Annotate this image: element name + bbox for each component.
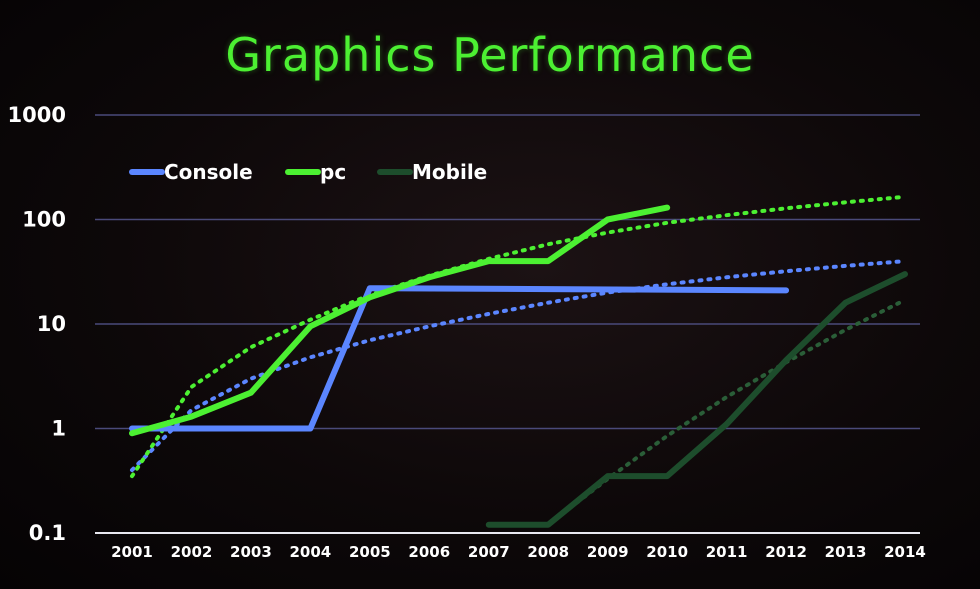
- y-tick-label: 10: [37, 312, 66, 336]
- x-tick-label: 2003: [230, 543, 272, 561]
- x-tick-label: 2002: [171, 543, 213, 561]
- y-tick-label: 1000: [8, 103, 66, 127]
- trendline: [130, 259, 907, 473]
- trendline: [130, 194, 907, 479]
- series-line-mobile: [485, 271, 908, 528]
- x-tick-labels: 2001 2002 2003 2004 2005 2006 2007 2008 2009 2010…: [111, 543, 926, 561]
- x-tick-label: 2014: [884, 543, 926, 561]
- x-tick-label: 2010: [646, 543, 688, 561]
- x-tick-label: 2012: [765, 543, 807, 561]
- x-tick-label: 2005: [349, 543, 391, 561]
- x-tick-label: 2004: [290, 543, 332, 561]
- x-tick-label: 2006: [408, 543, 450, 561]
- x-tick-label: 2007: [468, 543, 510, 561]
- legend-label: Console: [164, 160, 253, 184]
- y-tick-labels: 1000 100 10 1 0.1: [8, 103, 66, 545]
- y-tick-label: 1: [51, 417, 66, 441]
- y-tick-label: 100: [22, 208, 66, 232]
- legend: Console pc Mobile: [129, 160, 487, 184]
- trendline: [546, 297, 907, 527]
- series-line-console: [129, 285, 790, 432]
- chart-title: Graphics Performance: [225, 28, 755, 82]
- series-line-pc: [129, 204, 671, 437]
- legend-label: pc: [320, 160, 346, 184]
- x-tick-label: 2011: [706, 543, 748, 561]
- x-tick-label: 2009: [587, 543, 629, 561]
- x-tick-label: 2001: [111, 543, 153, 561]
- x-tick-label: 2013: [825, 543, 867, 561]
- x-tick-label: 2008: [527, 543, 569, 561]
- series-lines: [129, 204, 908, 528]
- y-tick-label: 0.1: [29, 521, 66, 545]
- legend-label: Mobile: [412, 160, 487, 184]
